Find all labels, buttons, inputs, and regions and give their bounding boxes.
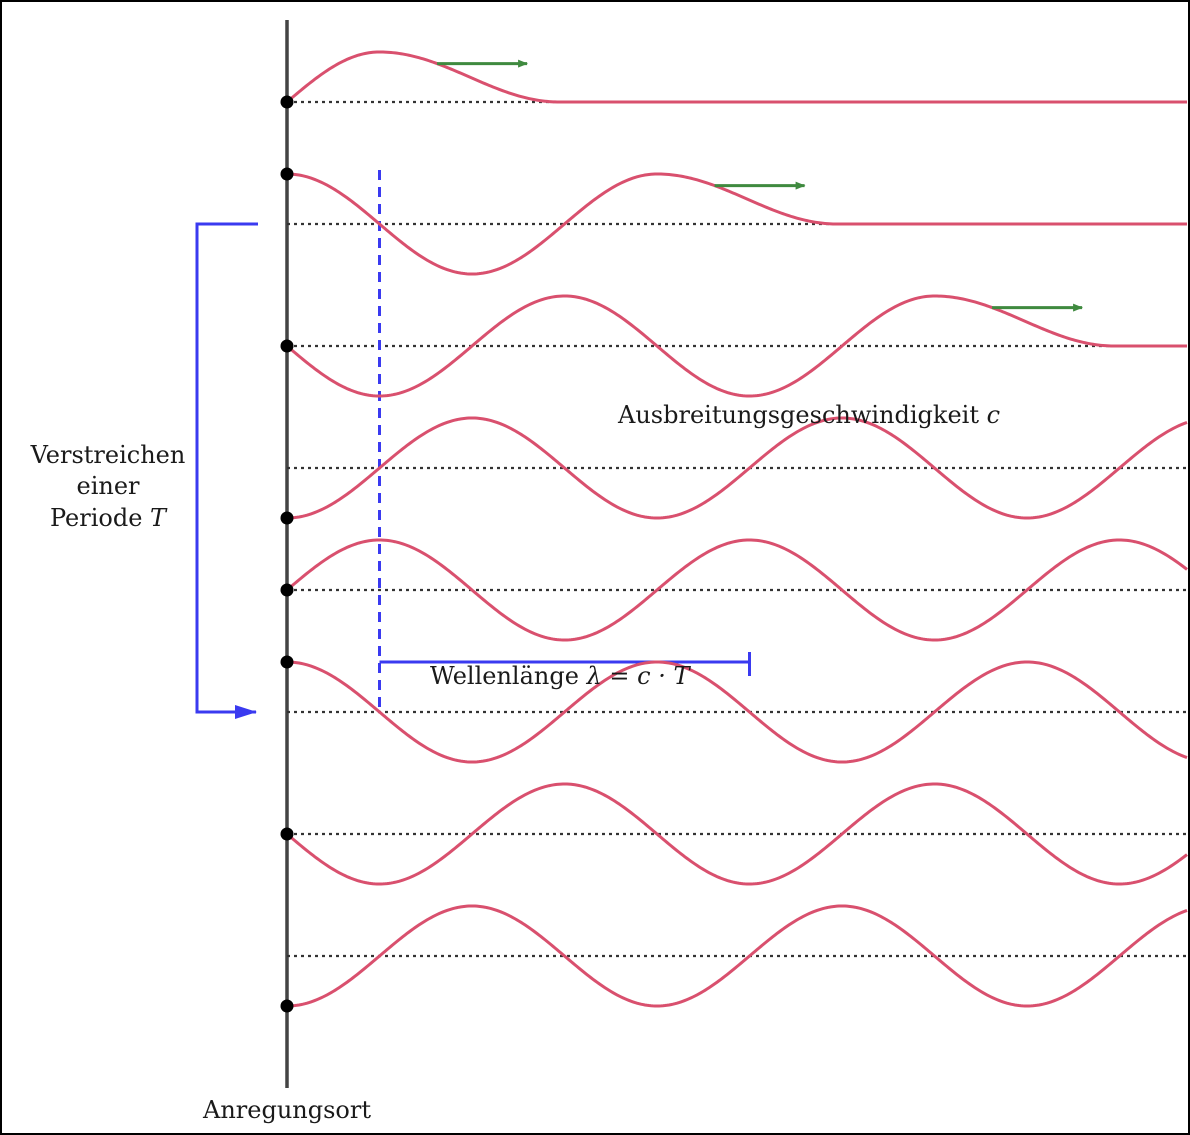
period-symbol: T bbox=[150, 504, 168, 532]
source-dot bbox=[280, 339, 294, 353]
wave-snapshot bbox=[286, 538, 1188, 642]
velocity-arrows-group bbox=[437, 59, 1084, 312]
period-label-line2: einer bbox=[76, 472, 140, 500]
wavelength-label-text: Wellenlänge bbox=[430, 662, 587, 690]
wavelength-label: Wellenlänge λ = c · T bbox=[430, 662, 691, 690]
wave-snapshot bbox=[286, 294, 1187, 398]
baselines-group bbox=[287, 100, 1188, 958]
wavelength-formula: λ = c · T bbox=[586, 662, 692, 690]
source-dot bbox=[280, 827, 294, 841]
speed-label: Ausbreitungsgeschwindigkeit c bbox=[617, 401, 1000, 429]
wave-snapshot bbox=[286, 782, 1188, 886]
source-dot bbox=[280, 999, 294, 1013]
wave-snapshot bbox=[286, 50, 1187, 104]
speed-symbol: c bbox=[987, 401, 1000, 429]
wave-snapshot bbox=[286, 904, 1188, 1008]
speed-label-text: Ausbreitungsgeschwindigkeit bbox=[617, 401, 987, 429]
markers-group bbox=[195, 170, 751, 719]
wave-snapshot bbox=[286, 660, 1188, 764]
source-dot bbox=[280, 511, 294, 525]
source-dot bbox=[280, 167, 294, 181]
period-label-text: Periode bbox=[50, 504, 150, 532]
period-label-line1: Verstreichen bbox=[30, 441, 186, 469]
source-dot bbox=[280, 655, 294, 669]
excitation-site-label: Anregungsort bbox=[202, 1096, 371, 1124]
wave-snapshot bbox=[286, 172, 1187, 276]
source-dot bbox=[280, 583, 294, 597]
period-bracket-arrow bbox=[195, 222, 258, 719]
waves-group bbox=[286, 50, 1188, 1008]
wave-snapshot bbox=[286, 416, 1188, 520]
source-dot bbox=[280, 95, 294, 109]
period-label-line3: Periode T bbox=[50, 504, 168, 532]
source-dots-group bbox=[280, 95, 294, 1013]
